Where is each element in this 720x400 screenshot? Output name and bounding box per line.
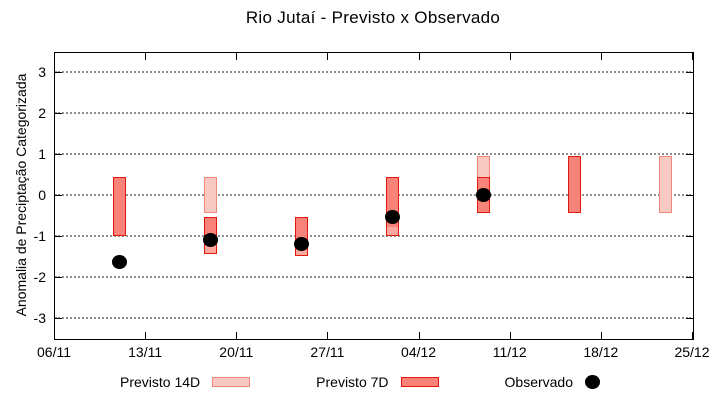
previsto-14d-bar [659,156,673,214]
y-tick-label: 0 [38,187,46,203]
previsto-7d-bar [386,176,400,236]
y-tick-label: -2 [33,268,46,285]
observed-point [202,232,218,247]
observado-dot-icon [585,375,600,389]
y-tick-mark [55,154,62,156]
y-tick-label: 2 [38,105,46,122]
previsto-14d-bar [203,176,217,214]
y-tick-mark [55,195,62,196]
x-tick-mark [54,332,55,339]
observed-point [476,188,492,202]
gridline [55,234,691,237]
previsto-7d-bar-light-segment [204,245,216,254]
x-tick-mark [692,332,693,339]
y-tick-label: 3 [38,64,46,81]
y-tick-label: 1 [38,146,46,163]
x-tick-mark [327,332,329,339]
previsto-14d-swatch-icon [212,377,251,387]
y-tick-mark [55,235,62,237]
observed-point [293,237,309,252]
chart-title: Rio Jutaí - Previsto x Observado [245,8,501,27]
x-tick-mark [418,332,420,339]
x-tick-mark [509,332,511,339]
y-tick-mark [686,235,693,237]
x-tick-label: 25/12 [674,344,710,360]
legend-item-previsto-7d: Previsto 7D [316,374,439,390]
plot-area [54,52,694,340]
y-tick-mark [686,113,693,115]
y-tick-mark [686,195,693,196]
y-tick-mark [55,276,62,278]
gridline [55,275,691,278]
gridline [55,194,691,196]
y-tick-label: -3 [33,309,46,326]
y-tick-mark [55,72,62,74]
observed-point [385,210,401,225]
x-tick-label: 04/12 [401,344,437,360]
y-tick-mark [55,317,62,319]
gridline [55,71,691,74]
previsto-7d-bar [112,176,126,236]
x-tick-mark [236,53,238,60]
legend-label-previsto-7d: Previsto 7D [316,374,389,390]
previsto-7d-bar-light-segment [295,247,307,256]
y-tick-mark [686,317,693,319]
x-tick-label: 11/12 [492,344,527,360]
x-tick-label: 20/11 [219,344,254,360]
x-tick-mark [600,332,602,339]
x-tick-mark [600,53,602,60]
previsto-7d-bar [568,156,582,214]
x-tick-mark [145,332,147,339]
y-tick-mark [686,276,693,278]
x-tick-mark [418,53,420,60]
y-tick-label: -1 [33,227,46,244]
x-tick-label: 18/12 [583,344,619,360]
y-tick-mark [686,72,693,74]
x-tick-mark [692,53,693,60]
previsto-7d-bar-light-segment [387,226,399,235]
x-tick-mark [145,53,147,60]
x-tick-mark [54,53,55,60]
legend-label-previsto-14d: Previsto 14D [120,374,201,390]
gridline [55,153,691,156]
y-tick-mark [55,113,62,115]
x-tick-label: 06/11 [37,344,71,360]
x-tick-mark [327,53,329,60]
legend-item-observado: Observado [505,374,600,390]
legend-label-observado: Observado [504,374,573,390]
y-tick-mark [686,154,693,156]
x-tick-label: 13/11 [128,344,163,360]
legend-item-previsto-14d: Previsto 14D [120,374,251,390]
x-tick-mark [236,332,238,339]
legend: Previsto 14D Previsto 7D Observado [0,374,720,390]
previsto-7d-swatch-icon [400,377,439,387]
gridline [55,316,691,319]
x-tick-label: 27/11 [310,344,345,360]
x-tick-mark [509,53,511,60]
gridline [55,112,691,115]
observed-point [111,255,127,270]
